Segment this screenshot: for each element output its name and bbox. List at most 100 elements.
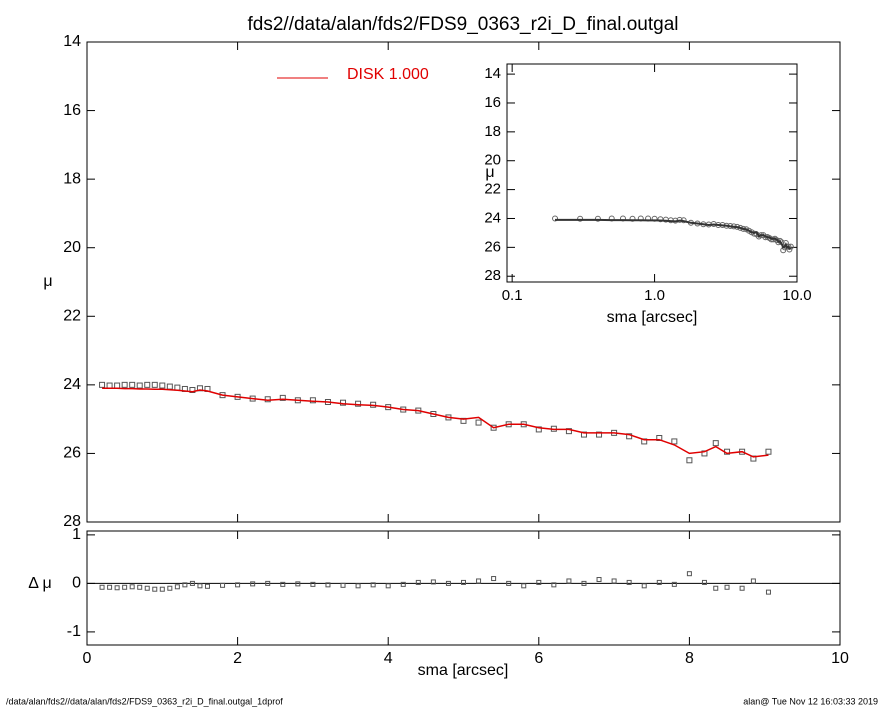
residual-point [385, 583, 391, 589]
data-point [750, 455, 757, 462]
residual-point [159, 586, 165, 592]
residual-point [656, 579, 662, 585]
data-point [475, 419, 482, 426]
y-tick-label: 22 [63, 308, 81, 325]
data-point [174, 384, 181, 391]
residual-point [107, 584, 113, 590]
residual-point [355, 583, 361, 589]
residual-point [197, 583, 203, 589]
data-point [121, 381, 128, 388]
data-point [712, 440, 719, 447]
residual-point [641, 583, 647, 589]
data-point [580, 431, 587, 438]
chart-title: fds2//data/alan/fds2/FDS9_0363_r2i_D_fin… [248, 14, 679, 35]
residual-point [506, 580, 512, 586]
residual-point [566, 578, 572, 584]
footer-left: /data/alan/fds2//data/alan/fds2/FDS9_036… [6, 696, 283, 706]
residual-point [144, 585, 150, 591]
residual-point [137, 584, 143, 590]
y-tick-label: 14 [63, 33, 81, 50]
data-point [671, 438, 678, 445]
y-tick-label: 18 [63, 170, 81, 187]
data-point [355, 400, 362, 407]
residual-point [280, 581, 286, 587]
residual-point [325, 582, 331, 588]
residual-point [671, 581, 677, 587]
data-point [166, 383, 173, 390]
data-point [577, 215, 584, 222]
residual-point [551, 582, 557, 588]
y-tick-label: 16 [484, 94, 501, 111]
x-tick-label: 10 [831, 650, 849, 667]
data-point [535, 426, 542, 433]
model-line [555, 218, 792, 251]
residual-point [536, 579, 542, 585]
y-axis-label: Δ μ [28, 575, 51, 592]
residual-point [400, 581, 406, 587]
residual-point [99, 584, 105, 590]
residual-point [370, 582, 376, 588]
residual-point [220, 582, 226, 588]
residual-point [765, 589, 771, 595]
y-tick-label: 28 [63, 513, 81, 530]
residual-point [295, 581, 301, 587]
y-tick-label: 0 [72, 575, 81, 592]
residual-point [724, 584, 730, 590]
y-tick-label: 16 [63, 102, 81, 119]
residual-point [445, 580, 451, 586]
residual-point [476, 578, 482, 584]
y-tick-label: 22 [484, 181, 501, 198]
data-point [565, 428, 572, 435]
residual-point [122, 584, 128, 590]
data-point [196, 385, 203, 392]
y-axis-label: μ [43, 273, 52, 290]
x-axis-label: sma [arcsec] [607, 309, 698, 326]
y-tick-label: 20 [484, 152, 501, 169]
residual-point [189, 580, 195, 586]
residual-point [235, 582, 241, 588]
x-tick-label: 4 [384, 650, 393, 667]
y-tick-label: 24 [484, 209, 501, 226]
residual-point [701, 579, 707, 585]
residual-point [596, 577, 602, 583]
data-point [144, 381, 151, 388]
residual-point [340, 582, 346, 588]
y-tick-label: 26 [484, 238, 501, 255]
data-point [629, 215, 636, 222]
data-point [151, 381, 158, 388]
residual-point [204, 583, 210, 589]
data-point [765, 448, 772, 455]
residual-point [430, 579, 436, 585]
residual-point [174, 584, 180, 590]
data-point [264, 396, 271, 403]
residual-point [310, 581, 316, 587]
y-tick-label: -1 [67, 623, 81, 640]
data-point [114, 382, 121, 389]
residual-point [611, 578, 617, 584]
data-point [596, 431, 603, 438]
residual-point [114, 585, 120, 591]
y-tick-label: 14 [484, 65, 501, 82]
x-tick-label: 6 [534, 650, 543, 667]
residual-point [167, 585, 173, 591]
data-point [136, 382, 143, 389]
residual-point [182, 582, 188, 588]
residual-point [713, 585, 719, 591]
data-point [656, 435, 663, 441]
data-point [279, 394, 286, 401]
data-point [686, 457, 693, 464]
data-point [106, 382, 113, 389]
data-point [99, 381, 106, 388]
x-tick-label: 0.1 [502, 287, 523, 304]
residual-point [581, 580, 587, 586]
x-tick-label: 8 [685, 650, 694, 667]
y-tick-label: 28 [484, 267, 501, 284]
main-frame [86, 41, 841, 523]
residual-point [521, 583, 527, 589]
residual-point [750, 578, 756, 584]
footer-right: alan@ Tue Nov 12 16:03:33 2019 [743, 696, 878, 706]
inset-frame [506, 63, 798, 283]
y-tick-label: 1 [72, 526, 81, 543]
x-tick-label: 0 [83, 650, 92, 667]
